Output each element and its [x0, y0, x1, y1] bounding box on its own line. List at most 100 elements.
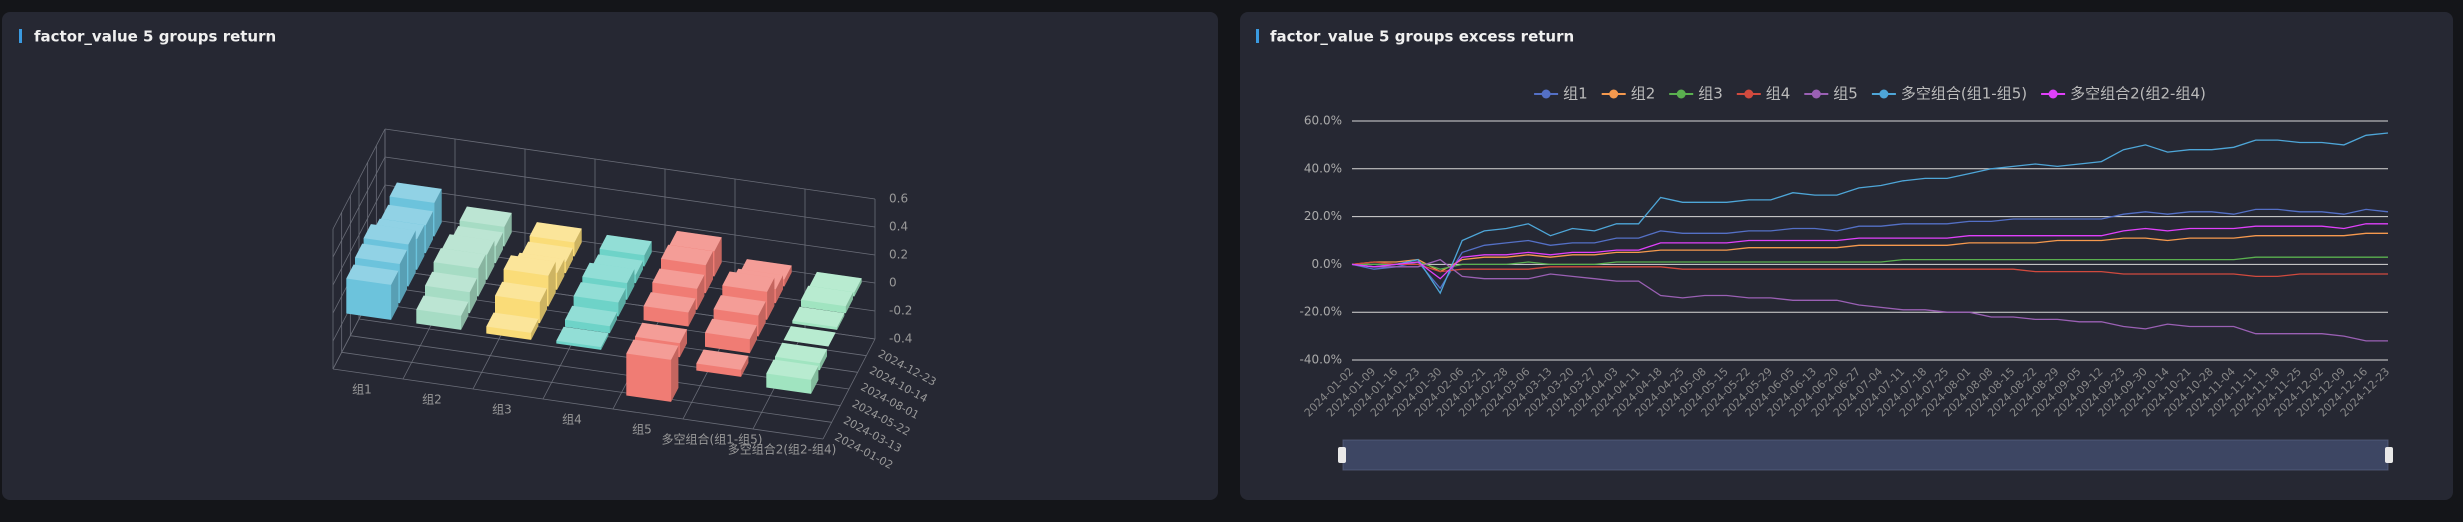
y-tick-label: -20.0%: [1300, 305, 1342, 319]
bar-side: [775, 275, 783, 304]
bar-top: [459, 206, 512, 227]
bar-side: [618, 288, 626, 317]
bar-side: [811, 365, 819, 394]
bar-side: [845, 292, 853, 314]
bar-side: [399, 250, 407, 304]
legend-label: 多空组合(组1-组5): [1901, 85, 2027, 103]
bar-top: [722, 271, 775, 292]
legend-label: 组3: [1698, 85, 1723, 103]
y-tick-label: 40.0%: [1304, 161, 1342, 175]
bar: [495, 281, 547, 324]
bar-top: [643, 292, 696, 313]
bar-side: [644, 241, 652, 267]
z-grid-line: [332, 156, 386, 258]
series-line: [1351, 223, 2388, 280]
bar: [565, 305, 617, 334]
bar-top: [766, 359, 819, 380]
bar-top: [416, 295, 469, 316]
zoom-slider[interactable]: [1342, 439, 2389, 471]
floor-grid: [350, 335, 841, 407]
z-tick-label: -0.2: [889, 304, 912, 318]
legend-marker: [1879, 89, 1889, 99]
bar-top: [363, 224, 416, 245]
bar-top: [503, 255, 556, 276]
bar-side: [531, 318, 539, 340]
bar-top: [425, 271, 477, 293]
bar-top: [599, 234, 652, 256]
z-grid-line: [384, 184, 876, 256]
title-icon: [19, 29, 22, 43]
x-tick-label: 组5: [632, 423, 652, 437]
bar-top: [389, 182, 442, 203]
bar-side: [697, 274, 705, 310]
bar: [705, 318, 757, 354]
bar: [783, 326, 836, 347]
legend-item[interactable]: 组1: [1534, 85, 1588, 103]
legend-marker: [1811, 89, 1821, 99]
bar: [556, 326, 609, 350]
bar-top: [346, 264, 399, 285]
bar-side: [688, 298, 696, 327]
bar-side: [417, 225, 425, 270]
bar-side: [487, 240, 495, 280]
x-tick-label: 组4: [562, 413, 582, 427]
bar-side: [434, 188, 442, 237]
legend-label: 组1: [1563, 85, 1588, 103]
bar: [792, 306, 845, 330]
legend-item[interactable]: 组4: [1736, 85, 1791, 103]
z-tick-label: 0.6: [889, 192, 908, 206]
legend-label: 组5: [1833, 85, 1858, 103]
legend-item[interactable]: 组5: [1804, 85, 1858, 103]
bar-top: [486, 312, 539, 333]
panel: [1240, 12, 2453, 500]
bar-side: [557, 259, 565, 290]
bar-top: [783, 326, 836, 347]
bar-side: [425, 211, 433, 254]
x-tick-label: 组2: [422, 393, 442, 407]
bar-side: [767, 277, 775, 320]
bar-side: [635, 260, 643, 284]
bar: [626, 339, 679, 402]
bar-side: [539, 288, 547, 324]
floor-grid: [341, 351, 832, 423]
bar-side: [548, 261, 556, 307]
y-tick-label: 20.0%: [1304, 209, 1342, 223]
x-tick-label: 多空组合(组1-组5): [662, 432, 763, 447]
bar-side: [714, 237, 722, 277]
bar-side: [854, 278, 862, 297]
bar: [416, 295, 469, 330]
legend-item[interactable]: 组2: [1601, 85, 1656, 103]
y-tick-label: -40.0%: [1300, 353, 1342, 367]
bar-side: [671, 345, 679, 402]
bar: [801, 285, 853, 314]
bar: [696, 349, 749, 377]
bar-top: [495, 281, 547, 303]
bar-top: [433, 248, 486, 269]
panel-title: factor_value 5 groups excess return: [1270, 28, 1574, 46]
legend-marker: [1744, 89, 1754, 99]
bar-top: [565, 305, 617, 327]
bar-top: [635, 322, 687, 344]
series-line: [1351, 208, 2389, 290]
zoom-handle[interactable]: [2385, 447, 2393, 463]
bar-top: [573, 282, 626, 303]
z-grid-line: [332, 128, 386, 230]
x-tick-label: 多空组合2(组2-组4): [728, 442, 837, 457]
bar-side: [601, 333, 609, 350]
bar-side: [837, 313, 845, 330]
legend-marker: [2048, 89, 2058, 99]
bar-side: [408, 230, 416, 287]
legend-item[interactable]: 多空组合2(组2-组4): [2041, 85, 2206, 103]
bar-side: [758, 301, 766, 337]
bar-side: [627, 269, 635, 300]
bar-top: [801, 285, 853, 307]
legend-item[interactable]: 组3: [1669, 85, 1723, 103]
x-tick-label: 组3: [492, 403, 512, 417]
legend-label: 组4: [1766, 85, 1791, 103]
bar-side: [391, 270, 399, 320]
bar-side: [609, 312, 617, 334]
zoom-handle[interactable]: [1338, 447, 1346, 463]
bar-side: [574, 228, 582, 257]
legend-item[interactable]: 多空组合(组1-组5): [1871, 85, 2027, 103]
bar: [346, 264, 399, 320]
